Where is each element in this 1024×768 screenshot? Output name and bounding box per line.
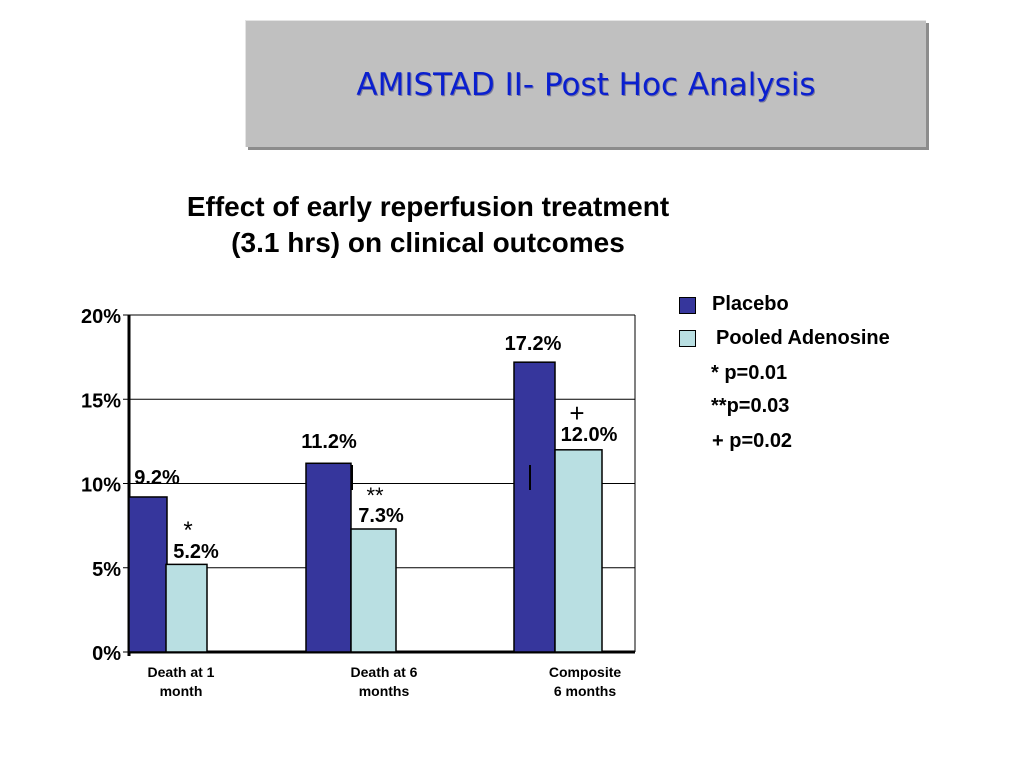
legend-swatch-pooled-adenosine [679,330,696,347]
legend-note-p003: **p=0.03 [711,395,790,417]
bar-pooled-adenosine-0 [165,563,208,653]
y-tick-label-5: 5% [92,559,121,581]
bar-placebo-2 [513,361,556,653]
data-label-pooled-adenosine-0: 5.2% [173,541,219,563]
significance-mark-0: * [183,517,192,544]
title-banner: AMISTAD II- Post Hoc Analysis [245,20,926,147]
y-tick-label-15: 15% [81,390,121,412]
category-label-2-1: 6 months [554,683,616,699]
chart-title-line-1: Effect of early reperfusion treatment [186,191,670,222]
slide-title: AMISTAD II- Post Hoc Analysis [356,67,816,103]
chart-title-line-2: (3.1 hrs) on clinical outcomes [231,227,625,258]
data-label-pooled-adenosine-1: 7.3% [358,505,404,527]
bar-placebo-1 [305,462,352,653]
category-label-1-1: months [359,683,410,699]
y-tick-label-10: 10% [81,475,121,497]
legend-swatch-placebo [679,297,696,314]
y-tick-label-0: 0% [92,643,121,665]
category-label-0-0: Death at 1 [148,664,215,680]
category-label-1-0: Death at 6 [351,664,418,680]
y-tick-label-20: 20% [81,306,121,328]
data-label-placebo-1: 11.2% [301,431,357,453]
data-label-pooled-adenosine-2: 12.0% [561,424,618,446]
significance-mark-1: ** [366,483,384,508]
data-label-placebo-0: 9.2% [134,467,180,489]
legend-note-p001: * p=0.01 [711,362,788,384]
bar-pooled-adenosine-2 [554,449,603,653]
legend-label-placebo: Placebo [712,293,789,315]
bar-placebo-0 [128,496,168,653]
legend-label-pooled-adenosine: Pooled Adenosine [716,327,890,349]
category-label-0-1: month [160,683,203,699]
legend-note-p002: + p=0.02 [712,430,793,452]
significance-mark-2: + [569,398,584,428]
category-label-2-0: Composite [549,664,622,680]
bar-pooled-adenosine-1 [350,528,397,653]
data-label-placebo-2: 17.2% [505,333,562,355]
